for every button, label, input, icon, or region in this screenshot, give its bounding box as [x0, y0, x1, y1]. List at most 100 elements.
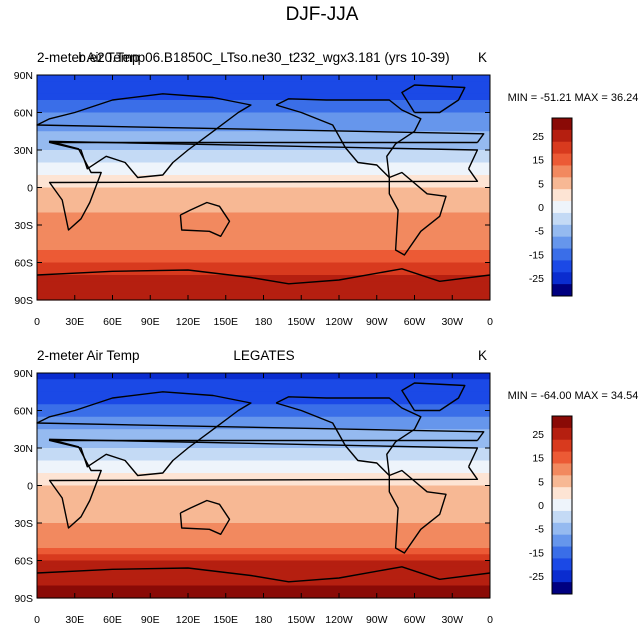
field-band: [37, 143, 490, 151]
colorbar-box: [552, 248, 572, 261]
field-band: [37, 435, 490, 443]
field-band: [37, 181, 490, 189]
field-band: [37, 529, 490, 537]
field-band: [37, 256, 490, 264]
colorbar-box: [552, 558, 572, 571]
map-area: 0 30E 60E 90E 120E 150E 180 150W 120W 90W 60W 30W 09…: [14, 70, 493, 328]
y-tick-label: 30N: [14, 145, 33, 157]
x-tick-label: 150E: [213, 614, 238, 625]
x-tick-label: 150E: [213, 316, 238, 328]
colorbar-box: [552, 487, 572, 500]
field-band: [37, 560, 490, 568]
colorbar-box: [552, 118, 572, 131]
field-band: [37, 398, 490, 405]
field-band: [37, 131, 490, 139]
field-band: [37, 573, 490, 580]
colorbar-label: -15: [529, 547, 544, 559]
coastline: [36, 566, 491, 583]
field-band: [37, 523, 490, 530]
y-tick-label: 60N: [14, 108, 33, 120]
field-band: [37, 168, 490, 176]
colorbar-label: 25: [532, 131, 544, 143]
colorbar-box: [552, 475, 572, 488]
field-band: [37, 268, 490, 276]
field-band: [37, 379, 490, 387]
colorbar-box: [552, 165, 572, 178]
field-band: [37, 404, 490, 412]
colorbar-label: -5: [535, 524, 544, 536]
x-tick-label: 0: [487, 316, 493, 328]
field-band: [37, 162, 490, 170]
field-band: [37, 106, 490, 114]
x-tick-label: 180: [255, 614, 273, 625]
x-tick-label: 120E: [176, 316, 201, 328]
colorbar-box: [552, 153, 572, 166]
colorbar-box: [552, 522, 572, 536]
figure-title: DJF-JJA: [285, 4, 359, 25]
colorbar-box: [552, 416, 572, 429]
x-tick-label: 0: [34, 614, 40, 625]
field-band: [37, 112, 490, 120]
field-band: [37, 212, 490, 220]
y-tick-label: 90N: [14, 70, 33, 82]
y-tick-label: 60S: [14, 258, 33, 270]
x-tick-label: 90W: [366, 316, 388, 328]
field-band: [37, 287, 490, 295]
coastline: [401, 84, 466, 114]
x-tick-label: 120W: [325, 316, 353, 328]
coastline: [48, 140, 479, 231]
colorbar-label: 25: [532, 429, 544, 441]
field-band: [37, 206, 490, 214]
colorbar-label: -15: [529, 249, 544, 261]
coastline: [275, 396, 422, 477]
colorbar-label: 0: [538, 500, 544, 512]
colorbar-box: [552, 141, 572, 154]
colorbar-label: 15: [532, 453, 544, 465]
field-band: [37, 485, 490, 493]
field-band: [37, 466, 490, 474]
colorbar-box: [552, 129, 572, 143]
panel-left-title: 2-meter Air Temp: [37, 50, 140, 65]
colorbar-box: [552, 534, 572, 547]
x-tick-label: 120E: [176, 614, 201, 625]
coastline: [48, 438, 479, 529]
x-tick-label: 60W: [404, 316, 426, 328]
field-band: [37, 385, 490, 393]
panel-min-max: MIN = -51.21 MAX = 36.24: [508, 92, 639, 104]
colorbar-box: [552, 427, 572, 441]
coastline: [179, 499, 231, 535]
colorbar-box: [552, 463, 572, 476]
x-tick-label: 30W: [441, 614, 463, 625]
x-tick-label: 120W: [325, 614, 353, 625]
y-tick-label: 90N: [14, 368, 33, 380]
colorbar-box: [552, 284, 572, 297]
colorbar-frame: [551, 117, 573, 297]
coastline: [36, 391, 485, 477]
y-tick-label: 30S: [14, 518, 33, 530]
coastline: [36, 93, 485, 179]
field-band: [37, 491, 490, 499]
colorbar-box: [552, 201, 572, 214]
field-band: [37, 510, 490, 518]
field-band: [37, 391, 490, 399]
field-band: [37, 516, 490, 524]
x-tick-label: 90E: [141, 316, 160, 328]
coastline: [401, 382, 466, 412]
panel-observation: 2-meter Air Temp LEGATES K MIN = -64.00 …: [14, 348, 639, 625]
x-tick-label: 60E: [103, 614, 122, 625]
colorbar-box: [552, 546, 572, 559]
field-band: [37, 250, 490, 257]
y-tick-label: 0: [27, 183, 33, 195]
panel-center-title: b.e20.Tenp06.B1850C_LTso.ne30_t232_wgx3.…: [78, 50, 449, 65]
field-band: [37, 416, 490, 424]
field-band: [37, 231, 490, 239]
colorbar: 25 15 5 0 -5 -15 -25: [529, 117, 573, 297]
field-band: [37, 275, 490, 282]
field-band: [37, 187, 490, 195]
x-tick-label: 30W: [441, 316, 463, 328]
field-band: [37, 498, 490, 505]
field-band: [37, 118, 490, 126]
field-band: [37, 193, 490, 201]
field-band: [37, 156, 490, 164]
colorbar-box: [552, 177, 572, 190]
